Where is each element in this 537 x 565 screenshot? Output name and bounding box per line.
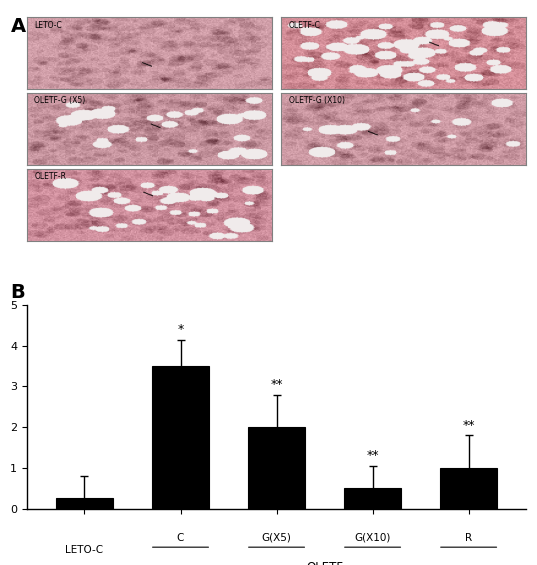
- Text: LETO-C: LETO-C: [66, 545, 104, 555]
- Text: **: **: [366, 450, 379, 463]
- Text: R: R: [465, 533, 472, 543]
- Bar: [56, 498, 113, 508]
- Text: G(X5): G(X5): [262, 533, 292, 543]
- Text: OLETF-G (X10): OLETF-G (X10): [289, 97, 345, 106]
- Text: OLETF-C: OLETF-C: [289, 20, 321, 29]
- Text: OLETF-R: OLETF-R: [34, 172, 66, 181]
- Text: *: *: [177, 323, 184, 336]
- Text: C: C: [177, 533, 184, 543]
- Text: G(X10): G(X10): [354, 533, 391, 543]
- Bar: [344, 488, 402, 508]
- Text: **: **: [462, 419, 475, 432]
- Y-axis label: Lesion score: Lesion score: [0, 368, 4, 446]
- Text: OLETF: OLETF: [306, 562, 343, 565]
- Text: B: B: [11, 282, 25, 302]
- Text: **: **: [270, 378, 283, 391]
- Bar: [440, 468, 497, 508]
- Bar: [152, 366, 209, 508]
- Bar: [248, 427, 306, 508]
- Text: A: A: [11, 17, 26, 36]
- Text: OLETF-G (X5): OLETF-G (X5): [34, 97, 85, 106]
- Text: LETO-C: LETO-C: [34, 20, 62, 29]
